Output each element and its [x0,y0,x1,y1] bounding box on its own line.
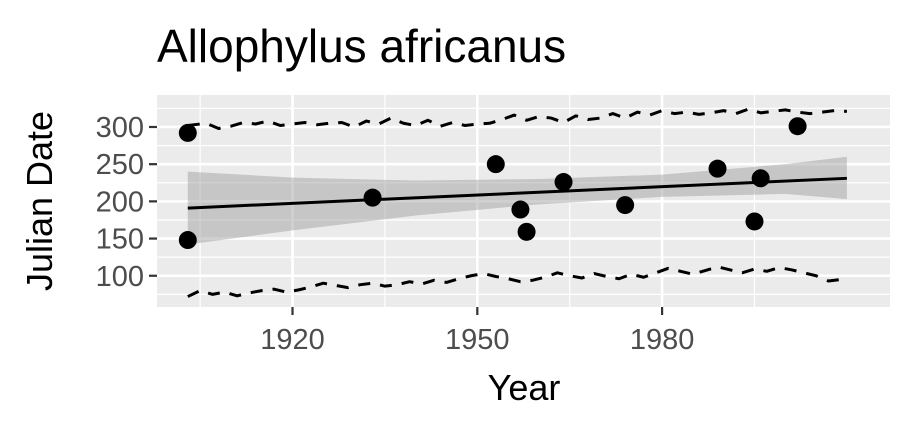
y-axis: 100 150 200 250 300 [96,112,157,293]
y-tick-label: 150 [96,224,144,256]
x-tick-label: 1980 [630,324,695,356]
upper-quantile-line [187,107,847,130]
x-tick-label: 1920 [260,324,325,356]
data-point [616,196,635,215]
lower-quantile-line [187,265,848,298]
y-tick-label: 300 [96,112,144,144]
y-tick-label: 250 [96,149,144,181]
data-point [751,169,770,188]
point-layer [178,117,807,250]
data-point [517,222,536,241]
data-point [363,188,382,207]
confidence-band-layer [187,156,847,245]
x-axis: 1920 1950 1980 [260,307,694,356]
line-layer [187,107,848,298]
data-point [708,159,727,178]
x-tick-label: 1950 [445,324,510,356]
data-point [788,117,807,136]
confidence-band [187,156,847,245]
x-axis-title: Year [488,367,561,408]
y-axis-title: Julian Date [19,111,60,291]
data-point [745,212,764,231]
data-point [178,123,197,142]
data-point [486,155,505,174]
y-tick-label: 100 [96,261,144,293]
data-point [554,173,573,192]
data-point [178,231,197,250]
chart-title: Allophylus africanus [157,20,566,72]
data-point [511,200,530,219]
trend-line [187,176,847,210]
y-tick-label: 200 [96,186,144,218]
